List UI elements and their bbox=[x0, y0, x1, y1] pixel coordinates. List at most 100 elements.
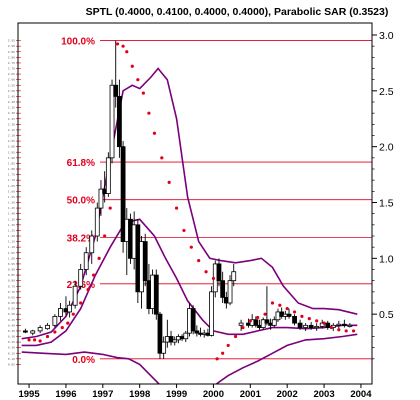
candle-body bbox=[37, 327, 43, 332]
left-scale-label: 0.70 bbox=[8, 290, 15, 294]
candle-body bbox=[67, 304, 73, 313]
fib-label: 50.0% bbox=[67, 196, 95, 207]
candle-body bbox=[168, 336, 174, 343]
left-scale-label: 1.80 bbox=[8, 167, 15, 171]
left-scale-label: 1.75 bbox=[8, 173, 15, 177]
sar-dot bbox=[344, 329, 348, 333]
left-scale-label: 2.00 bbox=[8, 145, 15, 149]
envelope-lower-line bbox=[21, 333, 358, 384]
candle-body bbox=[220, 280, 226, 298]
left-scale-label: 0.05 bbox=[8, 362, 15, 366]
candle-body bbox=[120, 146, 126, 242]
left-scale-label: 1.15 bbox=[8, 240, 15, 244]
sar-dot bbox=[248, 319, 252, 323]
left-scale-label: 1.85 bbox=[8, 161, 15, 165]
candle-body bbox=[78, 269, 84, 287]
x-tick-label: 1998 bbox=[129, 389, 150, 400]
candle-body bbox=[183, 332, 189, 340]
candle-body bbox=[216, 263, 222, 282]
left-scale-label: 0.25 bbox=[8, 340, 15, 344]
sar-dot bbox=[307, 317, 311, 321]
left-scale-label: 0.60 bbox=[8, 301, 15, 305]
y-tick-label: 2.0 bbox=[379, 142, 394, 154]
left-scale-label: 1.50 bbox=[8, 201, 15, 205]
sar-dot bbox=[226, 343, 230, 348]
left-scale-label: 1.55 bbox=[8, 195, 15, 199]
left-scale-label: 2.70 bbox=[8, 67, 15, 71]
sar-dot bbox=[152, 131, 157, 135]
left-scale-label: 2.75 bbox=[8, 61, 15, 65]
sar-dot bbox=[197, 258, 201, 263]
left-scale-label: 2.80 bbox=[8, 55, 15, 59]
candle-body bbox=[341, 323, 347, 326]
candle-body bbox=[227, 280, 233, 304]
left-scale-label: 0.95 bbox=[8, 262, 15, 266]
sar-dot bbox=[91, 273, 96, 277]
candle-body bbox=[308, 324, 314, 328]
candle-body bbox=[161, 341, 167, 354]
candle-body bbox=[231, 271, 237, 282]
sar-dot bbox=[204, 270, 208, 274]
x-tick-label: 2004 bbox=[350, 389, 372, 400]
fib-label: 61.8% bbox=[67, 158, 95, 169]
candle-body bbox=[264, 319, 270, 324]
sar-dot bbox=[270, 301, 275, 305]
sar-dot bbox=[121, 44, 125, 48]
sar-dot bbox=[278, 303, 282, 307]
sar-dot bbox=[66, 321, 70, 325]
candle-body bbox=[94, 207, 100, 237]
candle-body bbox=[157, 313, 163, 354]
sar-dot bbox=[315, 319, 319, 323]
sar-dot bbox=[27, 338, 31, 342]
left-scale-label: 0.40 bbox=[8, 323, 15, 327]
y-tick-label: 1.5 bbox=[379, 198, 394, 210]
sar-dot bbox=[79, 301, 83, 305]
sar-dot bbox=[32, 338, 37, 342]
sar-dot bbox=[285, 306, 289, 311]
x-tick-label: 1999 bbox=[166, 389, 187, 400]
y-tick-label: 3.0 bbox=[379, 30, 394, 42]
envelope-middle-line bbox=[21, 218, 358, 347]
sar-dot bbox=[160, 156, 164, 160]
left-scale-label: 2.45 bbox=[8, 94, 15, 98]
sar-dot bbox=[241, 325, 245, 330]
sar-dot bbox=[256, 315, 260, 320]
left-scale-label: 1.60 bbox=[8, 189, 15, 193]
candle-body bbox=[253, 319, 259, 326]
candle-body bbox=[113, 84, 119, 97]
sar-dot bbox=[60, 325, 64, 330]
sar-dot bbox=[167, 180, 171, 184]
fib-label: 0.0% bbox=[72, 355, 95, 366]
candle-body bbox=[172, 339, 178, 343]
left-scale-label: 1.25 bbox=[8, 228, 15, 232]
y-tick-label: 2.5 bbox=[379, 86, 394, 98]
left-scale-label: 1.30 bbox=[8, 223, 15, 227]
left-scale-label: 1.45 bbox=[8, 206, 15, 210]
left-scale-label: 0.55 bbox=[8, 307, 15, 311]
left-scale-label: 0.85 bbox=[8, 273, 15, 277]
x-tick-label: 1997 bbox=[92, 389, 113, 400]
chart-title: SPTL (0.4000, 0.4100, 0.4000, 0.4000), P… bbox=[86, 6, 389, 18]
sar-dot bbox=[263, 312, 267, 316]
candle-body bbox=[319, 322, 325, 327]
candle-body bbox=[190, 308, 196, 332]
left-scale-label: 2.05 bbox=[8, 139, 15, 143]
left-scale-label: 2.95 bbox=[8, 39, 15, 43]
candle-body bbox=[117, 96, 122, 148]
left-scale-label: 2.15 bbox=[8, 128, 15, 132]
candle-body bbox=[260, 319, 266, 328]
sar-dot bbox=[103, 234, 107, 238]
left-scale-label: 1.00 bbox=[8, 256, 15, 260]
candle-body bbox=[83, 252, 89, 270]
left-scale-label: 2.30 bbox=[8, 111, 15, 115]
left-scale-label: 0.30 bbox=[8, 335, 15, 339]
sar-dot bbox=[221, 351, 225, 355]
left-scale-label: 2.90 bbox=[8, 44, 15, 48]
sar-dot bbox=[45, 334, 50, 339]
left-scale-label: 0.80 bbox=[8, 279, 15, 283]
left-scale-label: 0.90 bbox=[8, 268, 15, 272]
left-scale-label: 0.20 bbox=[8, 346, 15, 350]
left-scale-label: 0.65 bbox=[8, 295, 15, 299]
left-scale-label: 1.70 bbox=[8, 178, 15, 182]
